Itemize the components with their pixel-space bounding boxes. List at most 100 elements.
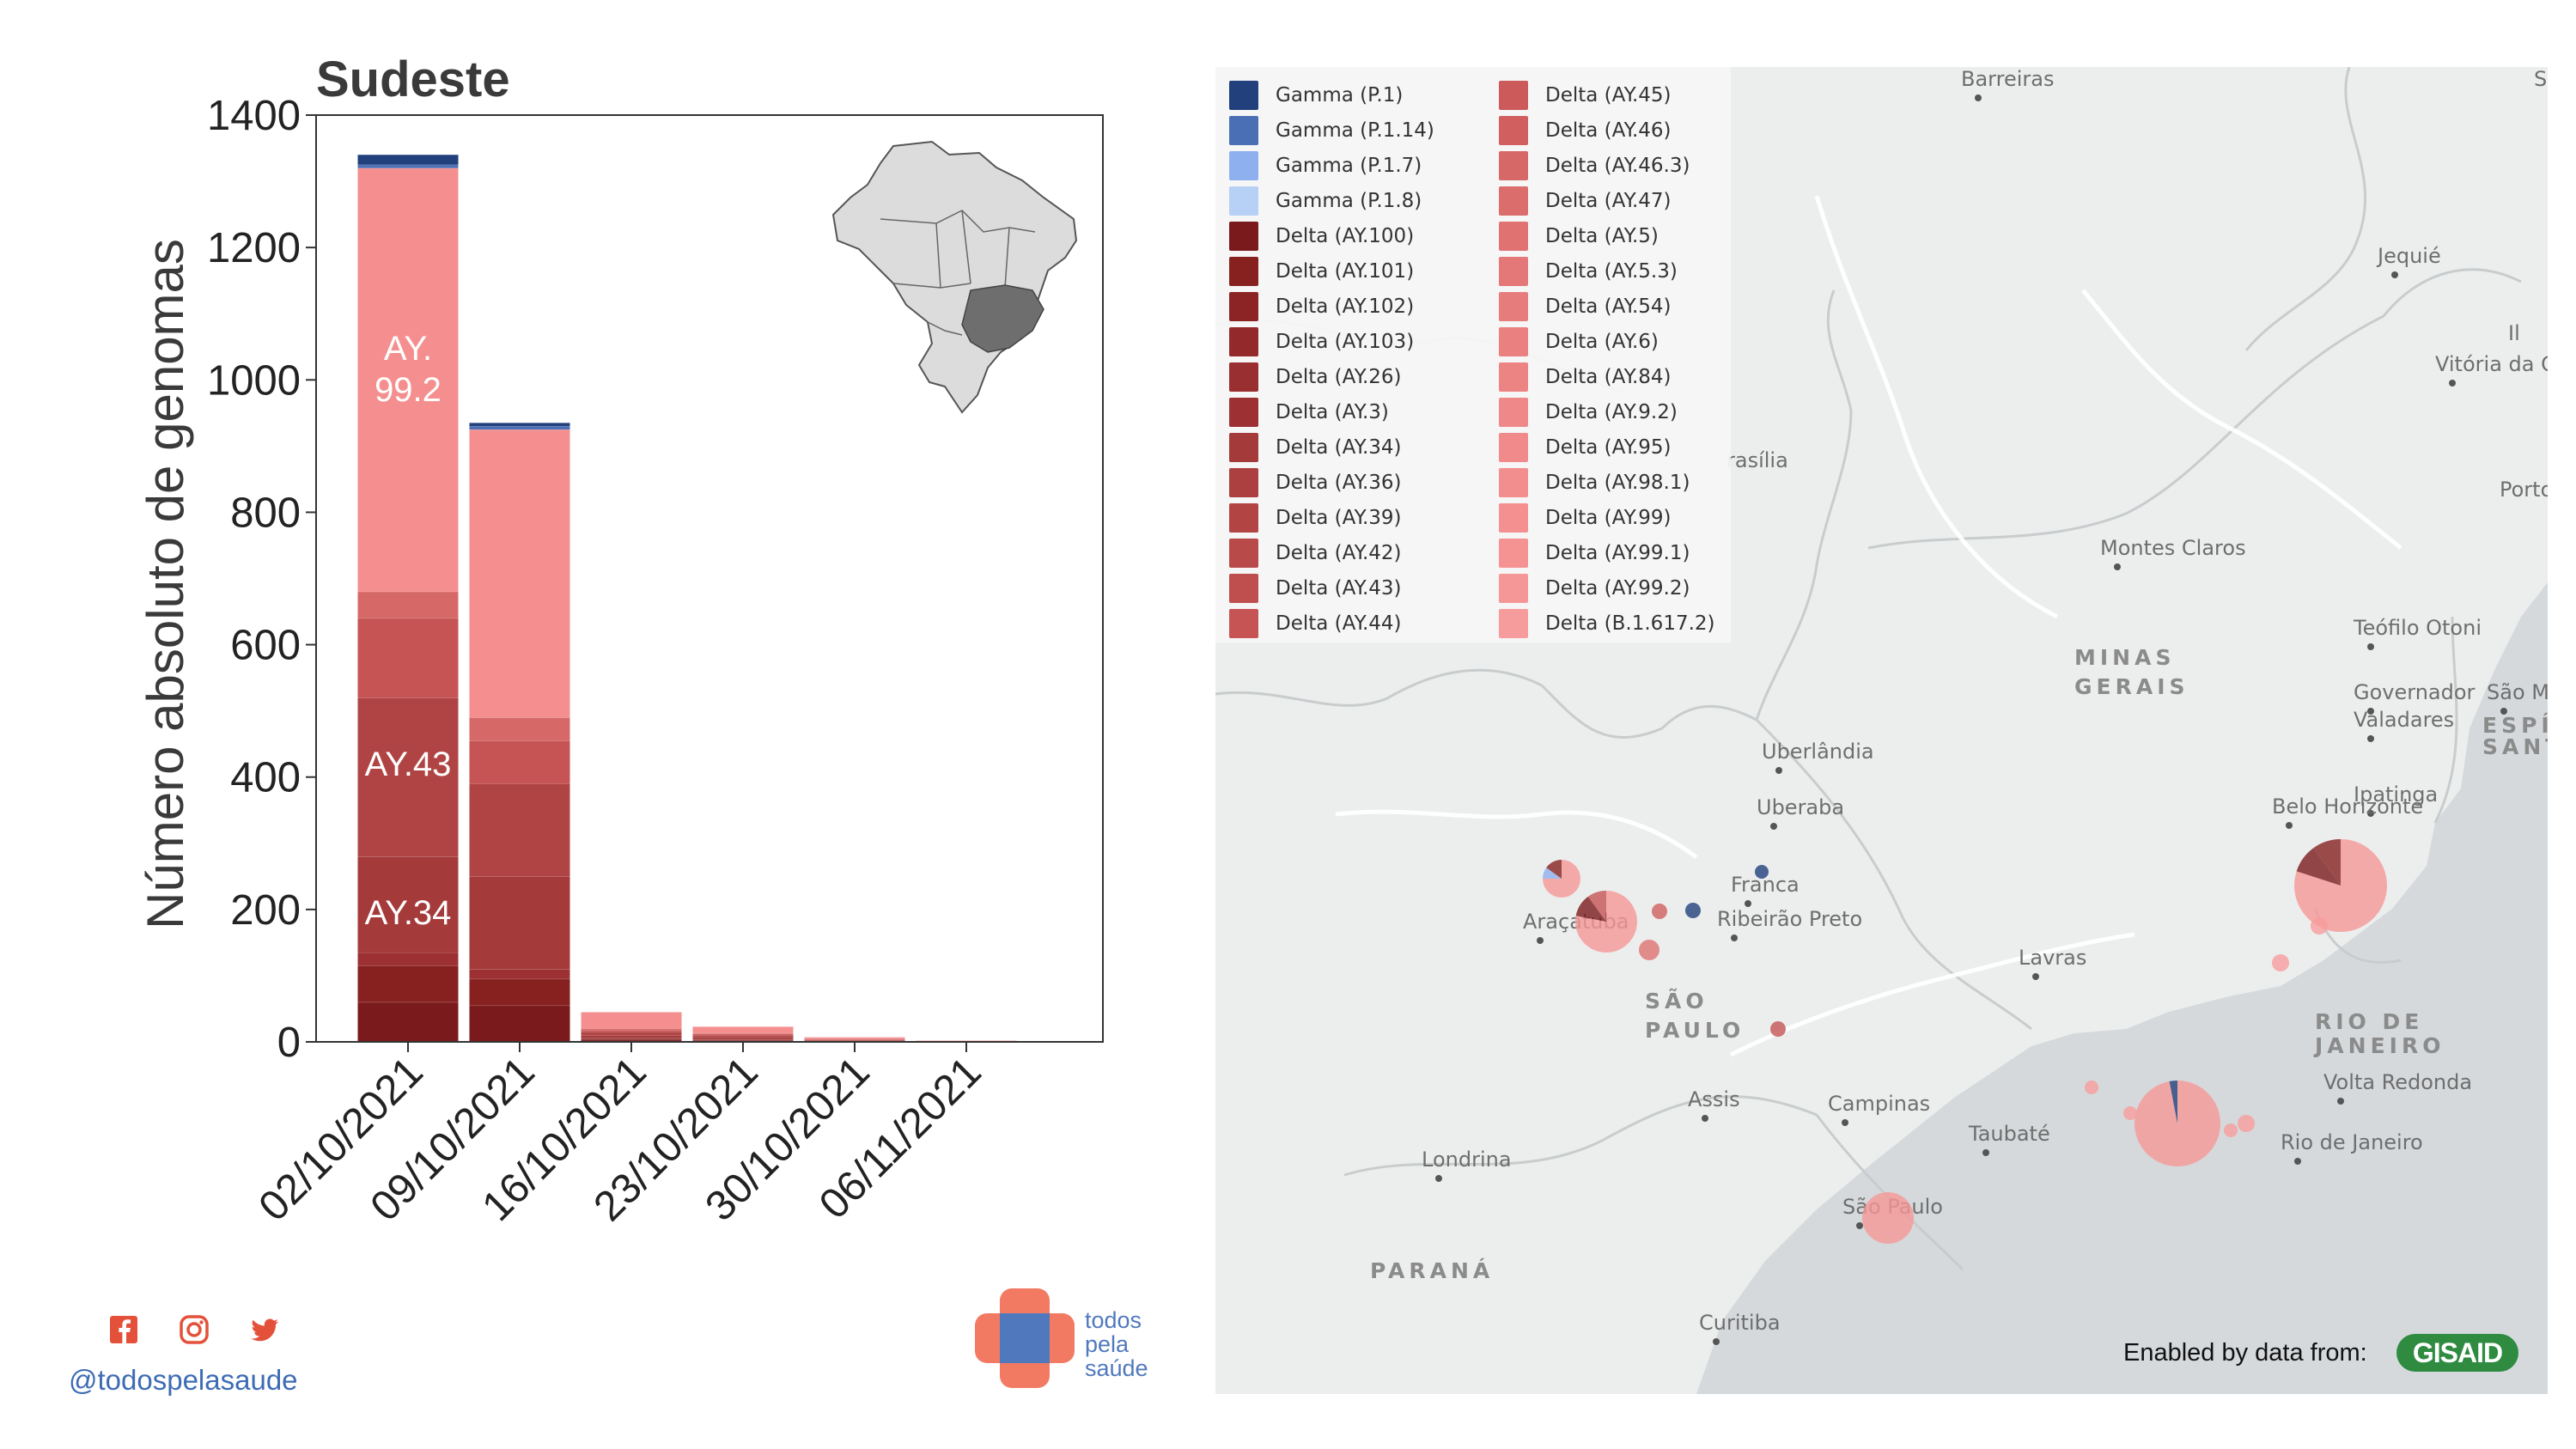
instagram-icon[interactable] bbox=[179, 1314, 210, 1345]
pie-slice[interactable] bbox=[2313, 839, 2341, 886]
map-canvas[interactable]: Barreiras Jequié Vitória da Conquista rasíl… bbox=[1215, 67, 2548, 1394]
pie-slice[interactable] bbox=[1862, 1192, 1914, 1244]
legend-item[interactable]: Delta (AY.26) bbox=[1229, 359, 1434, 394]
bar-segment[interactable] bbox=[581, 1039, 682, 1042]
bar-segment[interactable] bbox=[804, 1040, 905, 1042]
pie-slice[interactable] bbox=[2224, 1123, 2238, 1137]
pie-slice[interactable] bbox=[1639, 940, 1659, 960]
pie-slice[interactable] bbox=[1543, 868, 1562, 879]
bar-segment[interactable] bbox=[581, 1035, 682, 1038]
legend-item[interactable]: Delta (AY.3) bbox=[1229, 394, 1434, 429]
legend-item[interactable]: Delta (AY.99) bbox=[1499, 500, 1715, 535]
bar-segment[interactable] bbox=[357, 155, 459, 165]
legend-item[interactable]: Delta (AY.46.3) bbox=[1499, 148, 1715, 183]
pie-slice[interactable] bbox=[2169, 1081, 2177, 1123]
legend-item[interactable]: Delta (AY.43) bbox=[1229, 570, 1434, 606]
bar-segment[interactable] bbox=[581, 1028, 682, 1031]
legend-item[interactable]: Delta (AY.54) bbox=[1499, 289, 1715, 324]
bar-segment[interactable] bbox=[357, 856, 459, 953]
bar-segment[interactable] bbox=[357, 591, 459, 618]
pie-slice[interactable] bbox=[1546, 860, 1562, 879]
bar-segment[interactable] bbox=[469, 423, 570, 427]
pie-slice[interactable] bbox=[1587, 891, 1606, 922]
legend-item[interactable]: Delta (B.1.617.2) bbox=[1499, 606, 1715, 641]
pie-marker[interactable] bbox=[1862, 1192, 1914, 1244]
bar-segment[interactable] bbox=[804, 1039, 905, 1041]
bar-segment[interactable] bbox=[692, 1038, 794, 1040]
pie-slice[interactable] bbox=[1652, 904, 1667, 919]
pie-slice[interactable] bbox=[2311, 917, 2328, 935]
twitter-icon[interactable] bbox=[249, 1314, 280, 1345]
bar-segment[interactable] bbox=[469, 969, 570, 979]
pie-marker[interactable] bbox=[1639, 940, 1659, 960]
bar-segment[interactable] bbox=[581, 1030, 682, 1032]
bar-segment[interactable] bbox=[357, 164, 459, 168]
pie-slice[interactable] bbox=[2123, 1106, 2137, 1120]
bar-segment[interactable] bbox=[692, 1033, 794, 1036]
pie-marker[interactable] bbox=[2123, 1106, 2137, 1120]
legend-item[interactable]: Delta (AY.99.1) bbox=[1499, 535, 1715, 570]
bar-segment[interactable] bbox=[692, 1026, 794, 1033]
pie-slice[interactable] bbox=[2134, 1081, 2220, 1166]
bar-segment[interactable] bbox=[357, 618, 459, 698]
bar-segment[interactable] bbox=[469, 717, 570, 741]
legend-item[interactable]: Gamma (P.1.8) bbox=[1229, 183, 1434, 218]
pie-slice[interactable] bbox=[2238, 1115, 2255, 1132]
legend-item[interactable]: Delta (AY.36) bbox=[1229, 465, 1434, 500]
bar-segment[interactable] bbox=[357, 952, 459, 966]
pie-marker[interactable] bbox=[2311, 917, 2328, 935]
pie-slice[interactable] bbox=[1685, 903, 1701, 918]
bar-segment[interactable] bbox=[469, 740, 570, 784]
map-panel[interactable]: Barreiras Jequié Vitória da Conquista rasíl… bbox=[1215, 67, 2548, 1394]
legend-item[interactable]: Delta (AY.103) bbox=[1229, 324, 1434, 359]
bar-segment[interactable] bbox=[469, 429, 570, 718]
pie-marker[interactable] bbox=[2238, 1115, 2255, 1132]
bar-segment[interactable] bbox=[692, 1037, 794, 1039]
legend-item[interactable]: Delta (AY.99.2) bbox=[1499, 570, 1715, 606]
pie-slice[interactable] bbox=[2085, 1081, 2098, 1094]
bar-segment[interactable] bbox=[469, 426, 570, 430]
legend-item[interactable]: Delta (AY.98.1) bbox=[1499, 465, 1715, 500]
legend-item[interactable]: Delta (AY.5) bbox=[1499, 218, 1715, 253]
bar-segment[interactable] bbox=[804, 1037, 905, 1039]
pie-slice[interactable] bbox=[1770, 1021, 1786, 1037]
bar-segment[interactable] bbox=[357, 167, 459, 592]
bar-segment[interactable] bbox=[469, 978, 570, 1006]
bar-segment[interactable] bbox=[469, 876, 570, 970]
social-handle[interactable]: @todospelasaude bbox=[69, 1364, 298, 1396]
facebook-icon[interactable] bbox=[108, 1314, 139, 1345]
bar-segment[interactable] bbox=[692, 1039, 794, 1041]
legend-item[interactable]: Delta (AY.44) bbox=[1229, 606, 1434, 641]
pie-marker[interactable] bbox=[1770, 1021, 1786, 1037]
legend-item[interactable]: Delta (AY.39) bbox=[1229, 500, 1434, 535]
bar-segment[interactable] bbox=[357, 697, 459, 857]
legend-item[interactable]: Delta (AY.95) bbox=[1499, 429, 1715, 465]
pie-marker[interactable] bbox=[2224, 1123, 2238, 1137]
legend-item[interactable]: Delta (AY.102) bbox=[1229, 289, 1434, 324]
legend-item[interactable]: Delta (AY.9.2) bbox=[1499, 394, 1715, 429]
legend-item[interactable]: Delta (AY.46) bbox=[1499, 113, 1715, 148]
bar-segment[interactable] bbox=[469, 783, 570, 877]
pie-slice[interactable] bbox=[2296, 848, 2341, 886]
bar-segment[interactable] bbox=[692, 1032, 794, 1034]
bar-segment[interactable] bbox=[692, 1035, 794, 1038]
bar-segment[interactable] bbox=[357, 1002, 459, 1042]
legend-item[interactable]: Gamma (P.1.14) bbox=[1229, 113, 1434, 148]
legend-item[interactable]: Delta (AY.45) bbox=[1499, 77, 1715, 113]
pie-marker[interactable] bbox=[1652, 904, 1667, 919]
bar-segment[interactable] bbox=[581, 1038, 682, 1040]
pie-marker[interactable] bbox=[2294, 839, 2387, 932]
pie-marker[interactable] bbox=[2085, 1081, 2098, 1094]
legend-item[interactable]: Delta (AY.100) bbox=[1229, 218, 1434, 253]
legend-item[interactable]: Delta (AY.84) bbox=[1499, 359, 1715, 394]
pie-marker[interactable] bbox=[1543, 860, 1580, 898]
bar-segment[interactable] bbox=[804, 1038, 905, 1040]
pie-marker[interactable] bbox=[1575, 891, 1637, 953]
legend-item[interactable]: Delta (AY.101) bbox=[1229, 253, 1434, 289]
pie-slice[interactable] bbox=[1575, 896, 1606, 922]
pie-slice[interactable] bbox=[1755, 865, 1769, 879]
pie-marker[interactable] bbox=[1685, 903, 1701, 918]
bar-segment[interactable] bbox=[357, 965, 459, 1002]
pie-marker[interactable] bbox=[2134, 1081, 2220, 1166]
bar-segment[interactable] bbox=[469, 1005, 570, 1042]
